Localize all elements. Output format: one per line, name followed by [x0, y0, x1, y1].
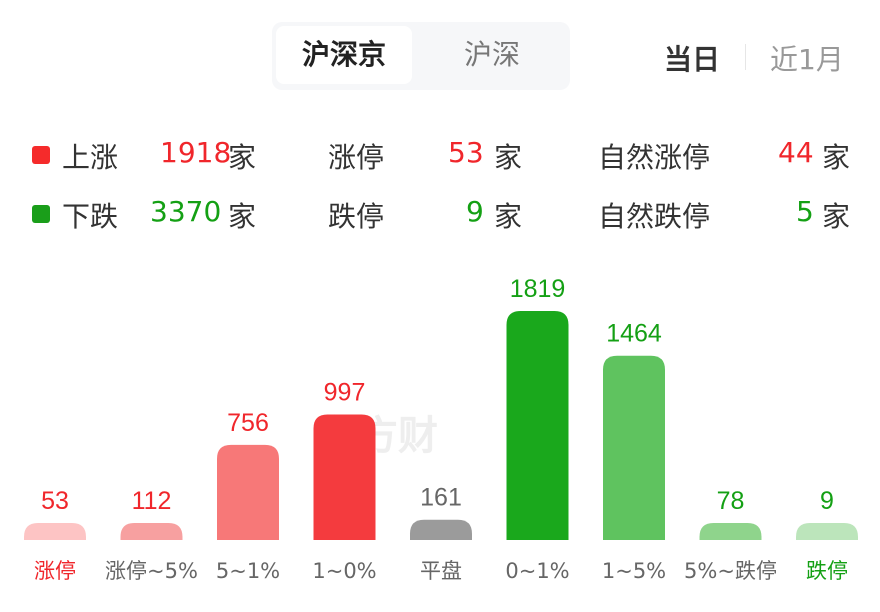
category-label: 涨停	[34, 559, 76, 583]
up-legend-icon	[32, 146, 50, 164]
up-label: 上涨	[62, 141, 119, 174]
bar	[217, 444, 279, 540]
data-label: 161	[420, 484, 462, 512]
natural-limit-up-value: 44	[778, 136, 814, 169]
tab-hushenjing[interactable]: 沪深京	[276, 26, 412, 84]
bar	[506, 311, 569, 540]
natural-limit-down-value: 5	[796, 195, 814, 228]
bar	[313, 414, 376, 540]
limit-up-label: 涨停	[328, 141, 385, 174]
natural-limit-up-unit: 家	[822, 141, 851, 174]
bar	[24, 523, 86, 540]
bar	[603, 355, 665, 540]
divider	[745, 44, 746, 70]
data-label: 756	[227, 409, 269, 437]
bar	[796, 523, 858, 540]
data-label: 1464	[606, 320, 662, 348]
data-label: 9	[820, 487, 834, 515]
tab-today[interactable]: 当日	[664, 43, 721, 76]
category-label: 0~1%	[505, 559, 569, 583]
tab-1month[interactable]: 近1月	[770, 43, 844, 76]
data-label: 1819	[510, 275, 566, 303]
down-value: 3370	[150, 195, 222, 228]
limit-down-label: 跌停	[328, 200, 385, 233]
market-tabs: 沪深京 沪深	[272, 22, 570, 90]
bar	[120, 523, 183, 540]
natural-limit-down-unit: 家	[822, 200, 851, 233]
category-label: 平盘	[420, 559, 462, 583]
limit-down-value: 9	[466, 195, 484, 228]
down-label: 下跌	[62, 200, 119, 233]
bar	[699, 523, 762, 540]
limit-down-unit: 家	[494, 200, 523, 233]
down-unit: 家	[228, 200, 257, 233]
limit-up-unit: 家	[494, 141, 523, 174]
natural-limit-down-label: 自然跌停	[598, 200, 711, 233]
data-label: 53	[41, 487, 69, 515]
category-label: 5~1%	[216, 559, 280, 583]
up-value: 1918	[160, 136, 232, 169]
down-legend-icon	[32, 205, 50, 223]
tab-hushen[interactable]: 沪深	[463, 38, 520, 71]
category-label: 涨停~5%	[105, 559, 198, 583]
category-label: 跌停	[806, 559, 848, 583]
category-label: 5%~跌停	[684, 559, 777, 583]
natural-limit-up-label: 自然涨停	[598, 141, 711, 174]
data-label: 78	[717, 487, 745, 515]
data-label: 997	[324, 378, 366, 406]
data-label: 112	[132, 487, 172, 515]
bar	[410, 519, 472, 540]
category-label: 1~0%	[312, 559, 376, 583]
up-unit: 家	[228, 141, 257, 174]
limit-up-value: 53	[448, 136, 484, 169]
category-label: 1~5%	[602, 559, 666, 583]
